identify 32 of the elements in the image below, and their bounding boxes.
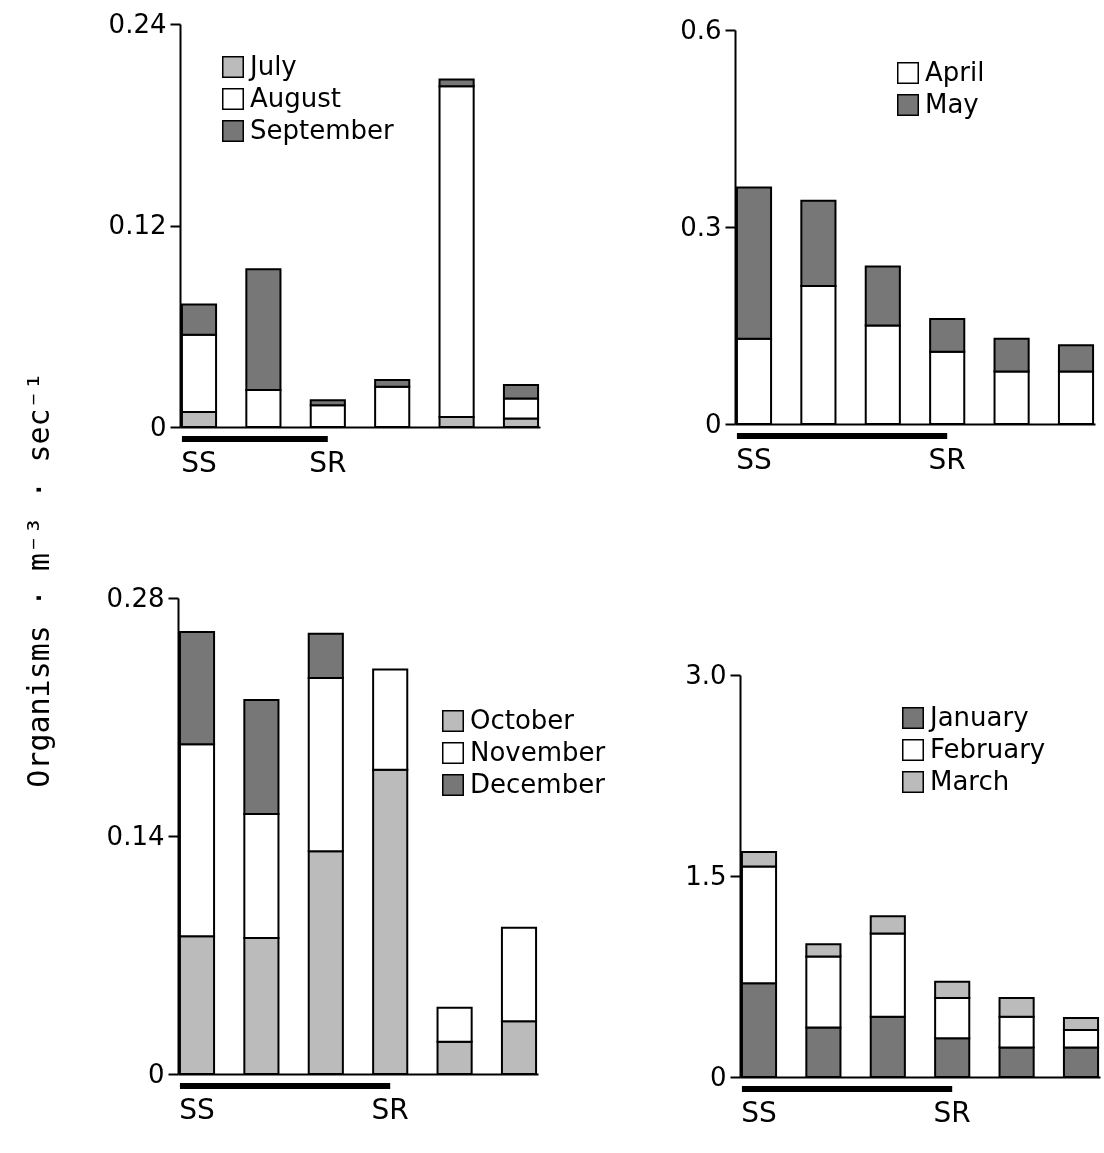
legend-label: February <box>930 734 1046 764</box>
y-tick-label: 0.14 <box>106 820 165 851</box>
y-tick-label: 0 <box>709 1061 727 1092</box>
y-tick-label: 0.6 <box>680 14 722 45</box>
y-tick-label: 0.28 <box>106 582 165 613</box>
legend-label: January <box>928 702 1029 732</box>
x-tick-label: SR <box>928 442 966 476</box>
y-tick-label: 0.24 <box>108 8 167 39</box>
legend-label: October <box>470 705 575 735</box>
legend-label: July <box>248 51 297 81</box>
y-tick-label: 0 <box>147 1058 165 1089</box>
x-tick-label: SR <box>933 1095 971 1129</box>
legend-label: September <box>250 115 395 145</box>
x-tick-label: SS <box>179 1092 215 1126</box>
y-axis-title: Organisms · m⁻³ · sec⁻¹ <box>20 372 56 788</box>
y-tick-label: 0 <box>704 408 722 439</box>
y-tick-label: 0.3 <box>680 211 722 242</box>
x-tick-label: SR <box>371 1092 409 1126</box>
legend-label: April <box>925 57 985 87</box>
legend-label: August <box>250 83 341 113</box>
y-tick-label: 0 <box>149 411 167 442</box>
y-tick-label: 1.5 <box>685 860 727 891</box>
legend-label: November <box>470 737 606 767</box>
legend-label: March <box>930 766 1010 796</box>
x-tick-label: SS <box>741 1095 777 1129</box>
y-tick-label: 3.0 <box>685 659 727 690</box>
x-tick-label: SS <box>736 442 772 476</box>
x-tick-label: SS <box>181 445 217 479</box>
x-tick-label: SR <box>309 445 347 479</box>
legend-label: December <box>470 769 606 799</box>
legend-label: May <box>925 89 979 119</box>
y-tick-label: 0.12 <box>108 210 167 240</box>
